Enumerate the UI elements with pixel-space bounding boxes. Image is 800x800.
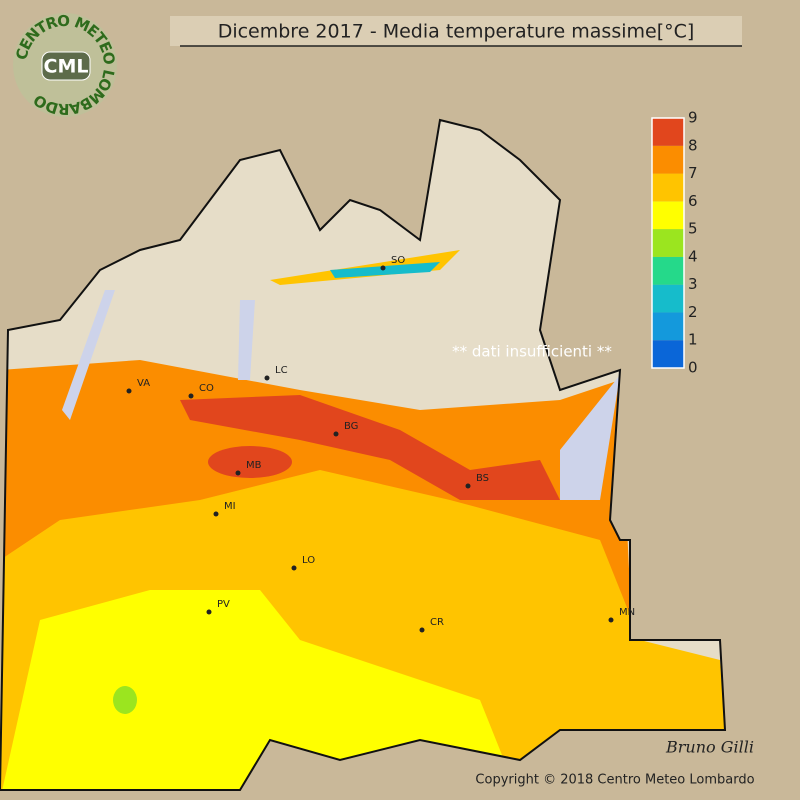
city-dot — [206, 609, 212, 615]
lake — [560, 375, 620, 500]
legend-tick-label: 7 — [688, 164, 698, 182]
city-label: MN — [619, 607, 635, 618]
signature: Bruno Gilli — [665, 738, 754, 757]
legend-swatch — [652, 229, 684, 257]
city-label: LC — [275, 365, 288, 376]
legend-swatch — [652, 201, 684, 230]
city-dot — [213, 511, 219, 517]
note: ** dati insufficienti ** — [452, 343, 612, 361]
legend-tick-label: 3 — [688, 275, 698, 293]
legend-swatch — [652, 173, 684, 202]
city-dot — [126, 388, 132, 394]
legend-tick-label: 0 — [688, 359, 698, 377]
legend: 0 1 2 3 4 5 6 7 8 9 — [651, 109, 698, 377]
valley-cold — [330, 262, 440, 278]
city-label: BS — [476, 473, 489, 484]
title-box — [170, 16, 742, 46]
logo-badge — [41, 51, 91, 81]
title: Dicembre 2017 - Media temperature massim… — [218, 21, 695, 43]
legend-swatch — [652, 145, 684, 174]
zone-8-9 — [208, 446, 292, 478]
city-dot — [235, 470, 241, 476]
lake — [238, 300, 255, 380]
logo-abbr: CML — [44, 56, 89, 78]
zone-4-5 — [113, 686, 137, 714]
city-label: PV — [217, 599, 230, 610]
city-dot — [608, 617, 614, 623]
city-label: MI — [224, 501, 236, 512]
zone-8-9 — [180, 395, 560, 500]
city-label: LO — [302, 555, 315, 566]
cities: SO VA CO LC BG MB BS MI LO PV CR MN — [126, 255, 635, 633]
legend-swatch — [652, 284, 684, 313]
legend-swatch — [652, 118, 684, 146]
legend-swatch — [652, 340, 684, 368]
city-label: CR — [430, 617, 444, 628]
legend-frame — [651, 117, 685, 369]
legend-tick-label: 2 — [688, 303, 698, 321]
legend-tick-label: 6 — [688, 192, 698, 210]
city-label: SO — [391, 255, 405, 266]
legend-swatch — [652, 256, 684, 285]
city-dot — [419, 627, 425, 633]
city-dot — [333, 431, 339, 437]
lake — [62, 290, 115, 420]
city-dot — [188, 393, 194, 399]
city-dot — [465, 483, 471, 489]
city-dot — [264, 375, 270, 381]
legend-tick-label: 5 — [688, 220, 698, 238]
legend-tick-label: 8 — [688, 136, 698, 154]
legend-swatch — [652, 312, 684, 341]
city-label: BG — [344, 421, 358, 432]
city-label: VA — [137, 378, 150, 389]
city-dot — [380, 265, 386, 271]
city-label: MB — [246, 460, 262, 471]
legend-tick-label: 4 — [688, 247, 698, 265]
copyright: Copyright © 2018 Centro Meteo Lombardo — [475, 773, 754, 788]
legend-tick-label: 9 — [688, 109, 698, 127]
city-label: CO — [199, 383, 214, 394]
legend-tick-label: 1 — [688, 331, 698, 349]
city-dot — [291, 565, 297, 571]
